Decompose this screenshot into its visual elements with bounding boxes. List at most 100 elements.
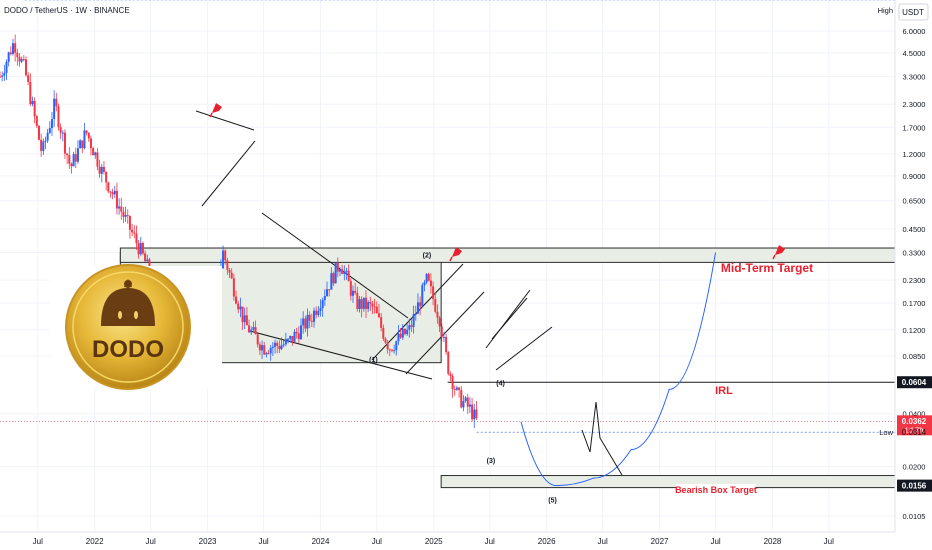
candle-body: [128, 216, 131, 230]
trendline-wave-peak-left: [485, 289, 531, 349]
bearish-price-badge: [897, 479, 932, 492]
price-tick-label: 0.4500: [903, 225, 926, 234]
candle-body: [16, 52, 19, 58]
candle-body: [332, 273, 335, 284]
candle-body: [323, 296, 326, 300]
candle-body: [475, 409, 478, 419]
candle-body: [473, 409, 476, 420]
trendline-triangle-bottom: [201, 140, 256, 207]
candle-body: [107, 182, 110, 192]
projection-path: [520, 252, 717, 487]
candle-body: [371, 303, 374, 307]
wave-labels: (1) (2) (3) (4) (5): [369, 252, 557, 504]
candle-body: [46, 132, 49, 141]
price-axis[interactable]: USDT High 6.0000 4.5000 3.3000 2.3000 1.7000…: [878, 0, 932, 550]
wave-label: (1): [369, 357, 378, 364]
candle-body: [105, 171, 108, 183]
candle-body: [250, 329, 253, 333]
candle-body: [18, 57, 21, 62]
candle-body: [109, 191, 112, 193]
candle-body: [258, 344, 261, 351]
candle-body: [287, 338, 290, 340]
candle-body: [0, 76, 1, 78]
candle-body: [263, 345, 266, 355]
current-price-badge-text: 0.0362: [902, 417, 927, 426]
candle-body: [135, 233, 138, 244]
candle-body: [27, 75, 30, 82]
candle-body: [87, 132, 90, 139]
candle-body: [7, 52, 10, 62]
price-tick-label: 1.2000: [903, 150, 926, 159]
candle-body: [471, 404, 474, 420]
candle-body: [440, 326, 443, 338]
candle-body: [235, 296, 238, 304]
candle-body: [274, 342, 277, 347]
candle-body: [349, 281, 352, 296]
candle-body: [98, 166, 101, 174]
candle-body: [63, 132, 66, 154]
candle-body: [241, 306, 244, 323]
candle-body: [284, 339, 287, 345]
candle-body: [100, 166, 103, 174]
candle-body: [111, 192, 114, 195]
currency-badge[interactable]: [898, 3, 929, 21]
candle-body: [83, 130, 86, 149]
candle-body: [252, 327, 255, 330]
price-tick-label: 1.7000: [903, 123, 926, 132]
price-tick-label: 6.0000: [903, 27, 926, 36]
price-tick-label: 4.5000: [903, 49, 926, 58]
candle-body: [224, 250, 227, 261]
candle-body: [429, 280, 432, 287]
candle-body: [384, 338, 387, 343]
candle-body: [124, 215, 127, 217]
candle-body: [92, 148, 95, 156]
candle-body: [416, 302, 419, 314]
candle-body: [425, 273, 428, 283]
candle-body: [306, 314, 309, 329]
candle-body: [269, 347, 272, 354]
time-tick-label: Jul: [258, 537, 268, 546]
candle-body: [239, 306, 242, 310]
time-tick-label: Jul: [824, 537, 834, 546]
candle-body: [297, 333, 300, 340]
candle-body: [89, 138, 92, 149]
candle-body: [254, 327, 257, 335]
candle-body: [261, 345, 264, 351]
candle-body: [232, 278, 235, 297]
candle-body: [144, 253, 147, 262]
dodo-logo: DODO: [50, 264, 222, 390]
price-tick-label: 0.0850: [903, 352, 926, 361]
candle-body: [458, 387, 461, 390]
candle-body: [22, 59, 25, 61]
time-tick-label: 2022: [86, 537, 104, 546]
candle-body: [313, 310, 316, 322]
candle-body: [278, 345, 281, 350]
price-tick-label: 0.0400: [903, 410, 926, 419]
price-tick-label: 0.1200: [903, 326, 926, 335]
candle-body: [364, 297, 367, 309]
time-tick-label: Jul: [485, 537, 495, 546]
candle-body: [9, 52, 12, 55]
bearish-price-badge-text: 0.0156: [902, 482, 927, 491]
time-axis[interactable]: Jul 2022 Jul 2023 Jul 2024 Jul 2025 Jul 2026 Jul 20…: [0, 531, 932, 550]
flag-icon: [449, 247, 462, 262]
irl-label: IRL: [715, 385, 733, 397]
candle-body: [442, 336, 445, 338]
candle-body: [397, 333, 400, 342]
candle-body: [468, 404, 471, 407]
candle-body: [280, 345, 283, 350]
candle-body: [137, 243, 140, 255]
price-tick-label: 0.9000: [903, 172, 926, 181]
candle-body: [68, 155, 71, 164]
candle-body: [50, 118, 53, 129]
candle-body: [410, 325, 413, 327]
candle-body: [295, 331, 298, 334]
bearish-box-target-label: Bearish Box Target: [675, 485, 757, 495]
candle-body: [328, 289, 331, 291]
candle-body: [408, 325, 411, 330]
candle-body: [401, 328, 404, 338]
time-tick-label: 2028: [764, 537, 782, 546]
current-price-badge: [897, 415, 932, 436]
candle-body: [434, 299, 437, 312]
